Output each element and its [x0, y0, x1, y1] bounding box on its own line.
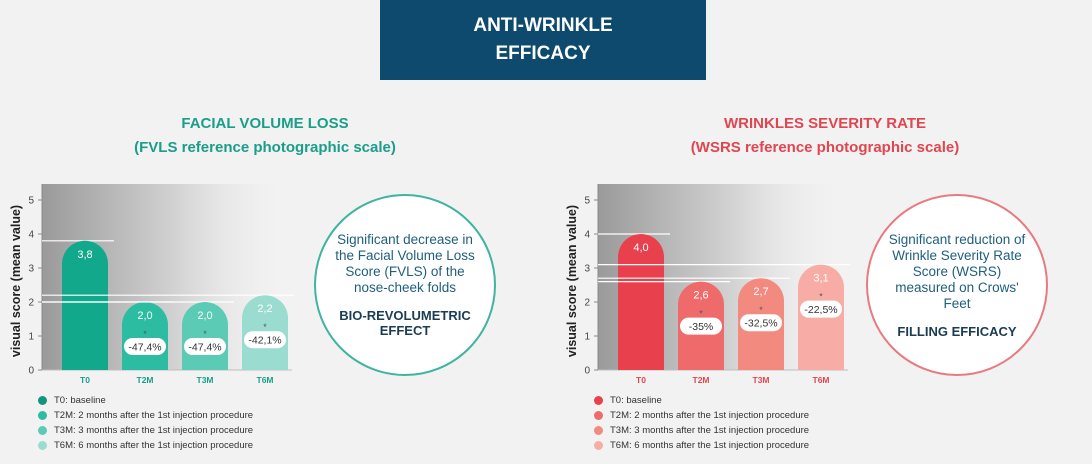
legend-label: T6M: 6 months after the 1st injection pr… — [54, 440, 254, 451]
legend-item: T0: baseline — [38, 393, 253, 408]
wsrs-title: WRINKLES SEVERITY RATE — [724, 115, 926, 132]
y-tick-label: 4 — [584, 230, 590, 241]
bar-value-label: 2,6 — [693, 290, 708, 302]
bar-T0 — [618, 234, 664, 370]
fvls-bar-chart: 0 1 2 3 4 5 visual score (mean value) 3,8 T0 2,0 -… — [9, 184, 294, 385]
legend-label: T2M: 2 months after the 1st injection pr… — [54, 410, 254, 421]
legend-item: T2M: 2 months after the 1st injection pr… — [594, 408, 809, 423]
fvls-panel-title: FACIAL VOLUME LOSS (FVLS reference photo… — [80, 112, 450, 160]
bar-value-label: 2,0 — [137, 310, 152, 322]
legend-item: T3M: 3 months after the 1st injection pr… — [594, 423, 809, 438]
legend-dot-icon — [594, 426, 603, 435]
wsrs-legend: T0: baseline T2M: 2 months after the 1st… — [594, 393, 809, 453]
x-tick-label: T0 — [636, 375, 646, 385]
bar-T0 — [62, 240, 108, 370]
legend-item: T3M: 3 months after the 1st injection pr… — [38, 423, 253, 438]
y-tick-label: 5 — [28, 196, 34, 207]
wsrs-summary-text: Significant reduction of Wrinkle Severit… — [888, 231, 1026, 311]
y-tick-label: 4 — [28, 230, 34, 241]
y-tick-label: 2 — [28, 298, 34, 309]
y-tick-label: 0 — [584, 366, 590, 377]
bar-value-label: 2,2 — [257, 303, 272, 315]
y-tick-label: 1 — [584, 332, 590, 343]
significance-marker: * — [143, 329, 147, 339]
fvls-subtitle: (FVLS reference photographic scale) — [134, 139, 396, 156]
change-label: -47,4% — [128, 342, 161, 354]
change-label: -47,4% — [188, 342, 221, 354]
legend-label: T3M: 3 months after the 1st injection pr… — [610, 425, 810, 436]
header-banner: ANTI-WRINKLE EFFICACY — [380, 0, 706, 80]
fvls-legend: T0: baseline T2M: 2 months after the 1st… — [38, 393, 253, 453]
y-tick-label: 5 — [584, 196, 590, 207]
x-tick-label: T3M — [197, 375, 214, 385]
change-label: -42,1% — [248, 335, 281, 347]
y-tick-label: 1 — [28, 332, 34, 343]
wsrs-bar-chart: 0 1 2 3 4 5 visual score (mean value) 4,0 T0 2,6 -… — [565, 184, 850, 385]
significance-marker: * — [699, 309, 703, 319]
change-label: -32,5% — [744, 318, 777, 330]
legend-dot-icon — [38, 396, 47, 405]
legend-label: T0: baseline — [610, 395, 662, 406]
change-label: -35% — [689, 321, 714, 333]
y-tick-label: 2 — [584, 298, 590, 309]
x-tick-label: T3M — [753, 375, 770, 385]
significance-marker: * — [759, 305, 763, 315]
change-pill — [184, 338, 226, 355]
legend-label: T2M: 2 months after the 1st injection pr… — [610, 410, 810, 421]
fvls-effect-label: BIO-REVOLUMETRIC EFFECT — [339, 308, 471, 338]
wsrs-summary-circle: Significant reduction of Wrinkle Severit… — [866, 194, 1048, 376]
x-tick-label: T6M — [813, 375, 830, 385]
x-tick-label: T6M — [257, 375, 274, 385]
header-title-line1: ANTI-WRINKLE — [473, 15, 613, 36]
legend-label: T6M: 6 months after the 1st injection pr… — [610, 440, 810, 451]
bar-value-label: 2,7 — [753, 286, 768, 298]
change-label: -22,5% — [804, 304, 837, 316]
legend-item: T2M: 2 months after the 1st injection pr… — [38, 408, 253, 423]
header-title-line2: EFFICACY — [495, 43, 591, 64]
legend-dot-icon — [594, 411, 603, 420]
y-tick-label: 0 — [28, 366, 34, 377]
legend-item: T0: baseline — [594, 393, 809, 408]
legend-label: T0: baseline — [54, 395, 106, 406]
change-pill — [124, 338, 166, 355]
legend-dot-icon — [38, 411, 47, 420]
x-tick-label: T2M — [137, 375, 154, 385]
x-tick-label: T0 — [80, 375, 90, 385]
x-tick-label: T2M — [693, 375, 710, 385]
y-axis-title: visual score (mean value) — [9, 205, 23, 357]
legend-label: T3M: 3 months after the 1st injection pr… — [54, 425, 254, 436]
significance-marker: * — [203, 329, 207, 339]
bar-value-label: 3,1 — [813, 273, 828, 285]
fvls-summary-circle: Significant decrease in the Facial Volum… — [314, 194, 496, 376]
change-pill — [680, 317, 722, 335]
legend-dot-icon — [38, 426, 47, 435]
bar-value-label: 4,0 — [633, 242, 648, 254]
wsrs-panel-title: WRINKLES SEVERITY RATE (WSRS reference p… — [640, 112, 1010, 160]
change-pill — [244, 331, 286, 349]
legend-item: T6M: 6 months after the 1st injection pr… — [38, 438, 253, 453]
legend-item: T6M: 6 months after the 1st injection pr… — [594, 438, 809, 453]
change-pill — [800, 300, 842, 318]
bar-value-label: 2,0 — [197, 310, 212, 322]
bar-value-label: 3,8 — [77, 249, 92, 261]
significance-marker: * — [819, 292, 823, 302]
y-tick-label: 3 — [584, 264, 590, 275]
legend-dot-icon — [594, 441, 603, 450]
y-tick-label: 3 — [28, 264, 34, 275]
fvls-summary-text: Significant decrease in the Facial Volum… — [335, 232, 475, 295]
change-pill — [740, 314, 782, 332]
fvls-title: FACIAL VOLUME LOSS — [181, 115, 349, 132]
significance-marker: * — [263, 322, 267, 332]
wsrs-subtitle: (WSRS reference photographic scale) — [690, 139, 960, 156]
legend-dot-icon — [594, 396, 603, 405]
y-axis-title: visual score (mean value) — [565, 205, 579, 357]
wsrs-effect-label: FILLING EFFICACY — [897, 323, 1017, 339]
legend-dot-icon — [38, 441, 47, 450]
